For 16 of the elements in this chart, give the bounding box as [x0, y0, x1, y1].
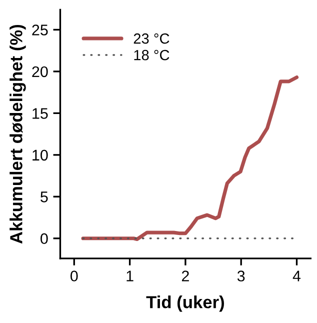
legend-label: 18 °C — [134, 50, 170, 60]
x-tick-label: 0 — [70, 270, 78, 282]
y-tick-label: 15 — [32, 108, 48, 119]
line-series — [81, 75, 299, 242]
legend-label: 23 °C — [134, 33, 170, 44]
y-axis-title: Akkumulert dødelighet (%) — [10, 24, 26, 244]
y-tick-label: 10 — [32, 150, 48, 161]
x-axis-title: Tid (uker) — [146, 296, 224, 312]
y-tick-label: 0 — [40, 233, 48, 244]
y-tick-label: 5 — [40, 192, 48, 202]
x-tick-label: 1 — [126, 270, 134, 282]
y-tick-label: 20 — [32, 66, 48, 78]
y-tick-label: 25 — [32, 24, 48, 36]
x-tick-label: 2 — [182, 270, 189, 282]
x-tick-label: 4 — [292, 270, 301, 282]
x-tick-label: 3 — [237, 270, 245, 282]
